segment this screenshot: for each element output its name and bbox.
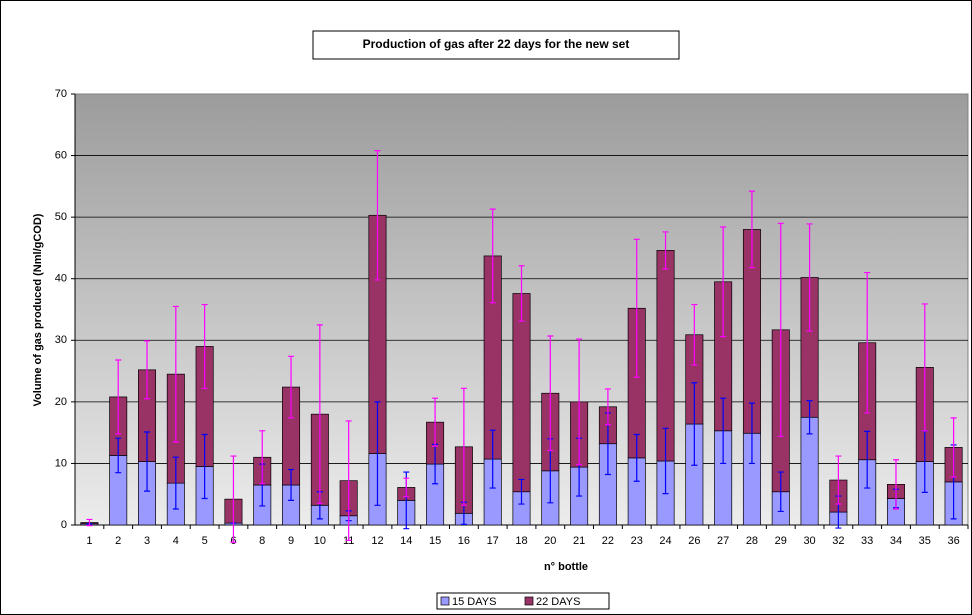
- x-tick-label: 26: [688, 535, 700, 547]
- y-axis-label: Volume of gas produced (Nml/gCOD): [32, 213, 44, 406]
- y-tick-label: 50: [55, 211, 67, 223]
- x-tick-label: 21: [573, 535, 585, 547]
- x-tick-label: 18: [515, 535, 527, 547]
- error-bar: [892, 459, 899, 510]
- x-tick-label: 36: [947, 535, 959, 547]
- x-tick-label: 23: [631, 535, 643, 547]
- error-bar: [115, 359, 122, 435]
- x-tick-label: 20: [544, 535, 556, 547]
- x-tick-label: 16: [458, 535, 470, 547]
- x-tick-label: 33: [861, 535, 873, 547]
- legend-label: 22 DAYS: [536, 596, 580, 608]
- legend-box: [436, 592, 610, 610]
- error-bar: [604, 388, 611, 426]
- x-tick-label: 4: [173, 535, 179, 547]
- x-tick-label: 15: [429, 535, 441, 547]
- error-bar: [662, 231, 669, 270]
- error-bar: [748, 402, 755, 465]
- y-tick-label: 70: [55, 88, 67, 100]
- error-bar: [633, 238, 640, 378]
- error-bar: [864, 430, 871, 489]
- x-tick-label: 22: [602, 535, 614, 547]
- x-tick-label: 1: [86, 535, 92, 547]
- error-bar: [374, 150, 381, 281]
- error-bar: [259, 430, 266, 485]
- x-axis-label: n° bottle: [544, 561, 588, 573]
- error-bar: [835, 455, 842, 505]
- x-tick-label: 5: [202, 535, 208, 547]
- error-bar: [172, 456, 179, 510]
- y-tick-label: 20: [55, 396, 67, 408]
- error-bar: [547, 335, 554, 452]
- error-bar: [518, 478, 525, 505]
- x-tick-label: 30: [803, 535, 815, 547]
- error-bar: [403, 477, 410, 498]
- error-bar: [316, 324, 323, 505]
- error-bar: [921, 303, 928, 432]
- x-tick-label: 28: [746, 535, 758, 547]
- error-bar: [748, 190, 755, 269]
- error-bar: [432, 397, 439, 447]
- error-bar: [691, 303, 698, 366]
- error-bar: [950, 417, 957, 478]
- x-tick-label: 8: [259, 535, 265, 547]
- x-tick-label: 24: [659, 535, 671, 547]
- error-bar: [720, 397, 727, 465]
- x-tick-label: 3: [144, 535, 150, 547]
- error-bar: [230, 455, 237, 543]
- legend-label: 15 DAYS: [452, 596, 496, 608]
- error-bar: [201, 303, 208, 389]
- x-tick-label: 9: [288, 535, 294, 547]
- error-bar: [374, 401, 381, 506]
- error-bar: [172, 305, 179, 443]
- error-bar: [460, 387, 467, 506]
- x-tick-label: 10: [314, 535, 326, 547]
- error-bar: [144, 340, 151, 400]
- error-bar: [115, 437, 122, 474]
- x-tick-label: 29: [775, 535, 787, 547]
- error-bar: [777, 222, 784, 437]
- error-bar: [662, 427, 669, 495]
- y-tick-label: 30: [55, 334, 67, 346]
- error-bar: [806, 400, 813, 435]
- error-bar: [489, 429, 496, 489]
- x-tick-label: 2: [115, 535, 121, 547]
- y-tick-label: 40: [55, 273, 67, 285]
- bar-segment: [512, 293, 531, 493]
- error-bar: [489, 208, 496, 304]
- error-bar: [288, 355, 295, 419]
- error-bar: [864, 271, 871, 414]
- y-tick-label: 10: [55, 457, 67, 469]
- error-bar: [518, 265, 525, 322]
- error-bar: [288, 468, 295, 501]
- y-tick-label: 0: [61, 519, 67, 531]
- error-bar: [720, 226, 727, 338]
- error-bar: [633, 433, 640, 482]
- error-bar: [86, 518, 93, 527]
- x-tick-label: 17: [487, 535, 499, 547]
- x-tick-label: 35: [919, 535, 931, 547]
- error-bar: [201, 433, 208, 500]
- error-bar: [691, 382, 698, 466]
- error-bar: [806, 223, 813, 332]
- x-tick-label: 12: [371, 535, 383, 547]
- x-tick-label: 14: [400, 535, 412, 547]
- error-bar: [777, 471, 784, 513]
- legend-swatch: [440, 596, 450, 606]
- chart-title: Production of gas after 22 days for the …: [363, 37, 630, 51]
- error-bar: [144, 431, 151, 492]
- x-tick-label: 32: [832, 535, 844, 547]
- y-tick-label: 60: [55, 149, 67, 161]
- error-bar: [345, 420, 352, 541]
- error-bar: [576, 338, 583, 466]
- x-tick-label: 27: [717, 535, 729, 547]
- title-box: [312, 30, 680, 60]
- x-tick-label: 34: [890, 535, 902, 547]
- legend-swatch: [524, 596, 534, 606]
